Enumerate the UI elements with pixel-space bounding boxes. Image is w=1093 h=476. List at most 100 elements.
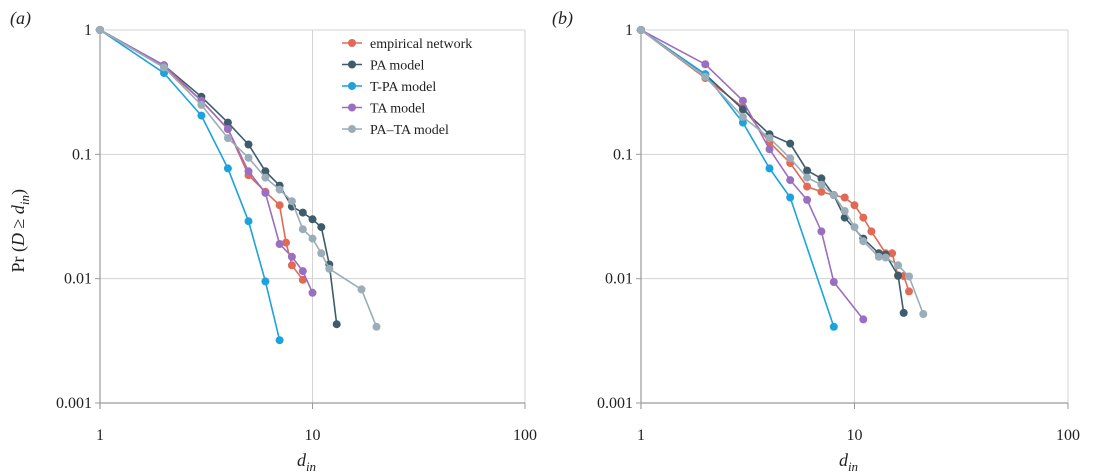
y-tick-label: 0.001 <box>56 395 92 412</box>
legend-swatch-marker <box>348 39 356 47</box>
y-tick-label: 0.01 <box>605 271 633 288</box>
legend-label: PA model <box>370 59 424 74</box>
data-point <box>333 320 341 328</box>
data-point <box>288 253 296 261</box>
data-point <box>859 315 867 323</box>
legend-label: empirical network <box>370 37 472 52</box>
series-line <box>641 30 863 319</box>
legend-swatch-marker <box>348 125 356 133</box>
series-line <box>100 30 303 280</box>
grid <box>641 30 1068 403</box>
series-pa-ta-model <box>96 26 381 331</box>
data-point <box>894 261 902 269</box>
data-point <box>803 196 811 204</box>
data-point <box>786 176 794 184</box>
x-tick-label: 1 <box>637 427 645 444</box>
data-point <box>766 134 774 142</box>
x-axis-label: din <box>839 450 858 474</box>
data-point <box>224 125 232 133</box>
series-t-pa-model <box>96 26 284 344</box>
series-ta-model <box>96 26 317 297</box>
data-point <box>288 197 296 205</box>
legend-item: TA model <box>342 102 425 117</box>
data-point <box>245 167 253 175</box>
series-line <box>641 30 909 291</box>
data-point <box>867 227 875 235</box>
y-tick-label: 1 <box>625 22 633 39</box>
series-pa-ta-model <box>637 26 927 318</box>
data-point <box>841 194 849 202</box>
y-tick-label: 1 <box>84 22 92 39</box>
data-point <box>803 174 811 182</box>
series-empirical-network <box>96 26 307 284</box>
series-line <box>100 30 377 327</box>
data-point <box>766 164 774 172</box>
legend-label: T-PA model <box>370 80 436 95</box>
data-point <box>701 73 709 81</box>
data-point <box>245 154 253 162</box>
data-point <box>309 289 317 297</box>
data-point <box>276 201 284 209</box>
x-tick-label: 100 <box>1056 427 1080 444</box>
data-point <box>261 189 269 197</box>
legend-label: PA–TA model <box>370 123 449 138</box>
data-point <box>905 287 913 295</box>
panel-label: (b) <box>552 8 573 29</box>
data-point <box>261 277 269 285</box>
legend-label: TA model <box>370 102 425 117</box>
data-point <box>197 101 205 109</box>
x-axis-label-subscript: in <box>306 459 316 474</box>
data-point <box>739 113 747 121</box>
data-point <box>859 214 867 222</box>
data-point <box>817 181 825 189</box>
data-point <box>817 227 825 235</box>
data-point <box>299 209 307 217</box>
data-point <box>373 323 381 331</box>
data-point <box>905 273 913 281</box>
y-tick-label: 0.001 <box>597 395 633 412</box>
data-point <box>276 240 284 248</box>
data-point <box>786 140 794 148</box>
x-tick-label: 10 <box>847 427 863 444</box>
data-point <box>830 278 838 286</box>
data-point <box>900 309 908 317</box>
data-point <box>919 310 927 318</box>
legend-swatch-marker <box>348 61 356 69</box>
data-point <box>309 215 317 223</box>
data-point <box>96 26 104 34</box>
data-point <box>851 201 859 209</box>
data-point <box>882 254 890 262</box>
y-axis-label-suffix: ) <box>8 189 29 195</box>
data-point <box>299 225 307 233</box>
legend-item: PA model <box>342 59 424 74</box>
data-point <box>197 112 205 120</box>
data-point <box>309 235 317 243</box>
data-point <box>325 265 333 273</box>
data-point <box>803 183 811 191</box>
data-point <box>637 26 645 34</box>
data-point <box>830 191 838 199</box>
series-line <box>641 30 923 314</box>
x-tick-label: 1 <box>96 427 104 444</box>
legend-item: PA–TA model <box>342 123 449 138</box>
data-point <box>317 249 325 257</box>
data-point <box>276 336 284 344</box>
y-axis-label-prefix: Pr ( <box>8 246 29 273</box>
data-point <box>875 253 883 261</box>
data-point <box>786 154 794 162</box>
data-point <box>830 323 838 331</box>
legend-swatch-marker <box>348 82 356 90</box>
legend: empirical network PA model T-PA model TA mo… <box>342 37 472 138</box>
y-axis-label-var-D: D <box>8 233 28 247</box>
data-point <box>288 261 296 269</box>
data-point <box>160 63 168 71</box>
data-point <box>766 145 774 153</box>
data-point <box>245 217 253 225</box>
y-axis-label-subscript: in <box>17 195 32 205</box>
panel-label: (a) <box>10 8 31 29</box>
legend-item: empirical network <box>342 37 472 52</box>
data-point <box>224 134 232 142</box>
